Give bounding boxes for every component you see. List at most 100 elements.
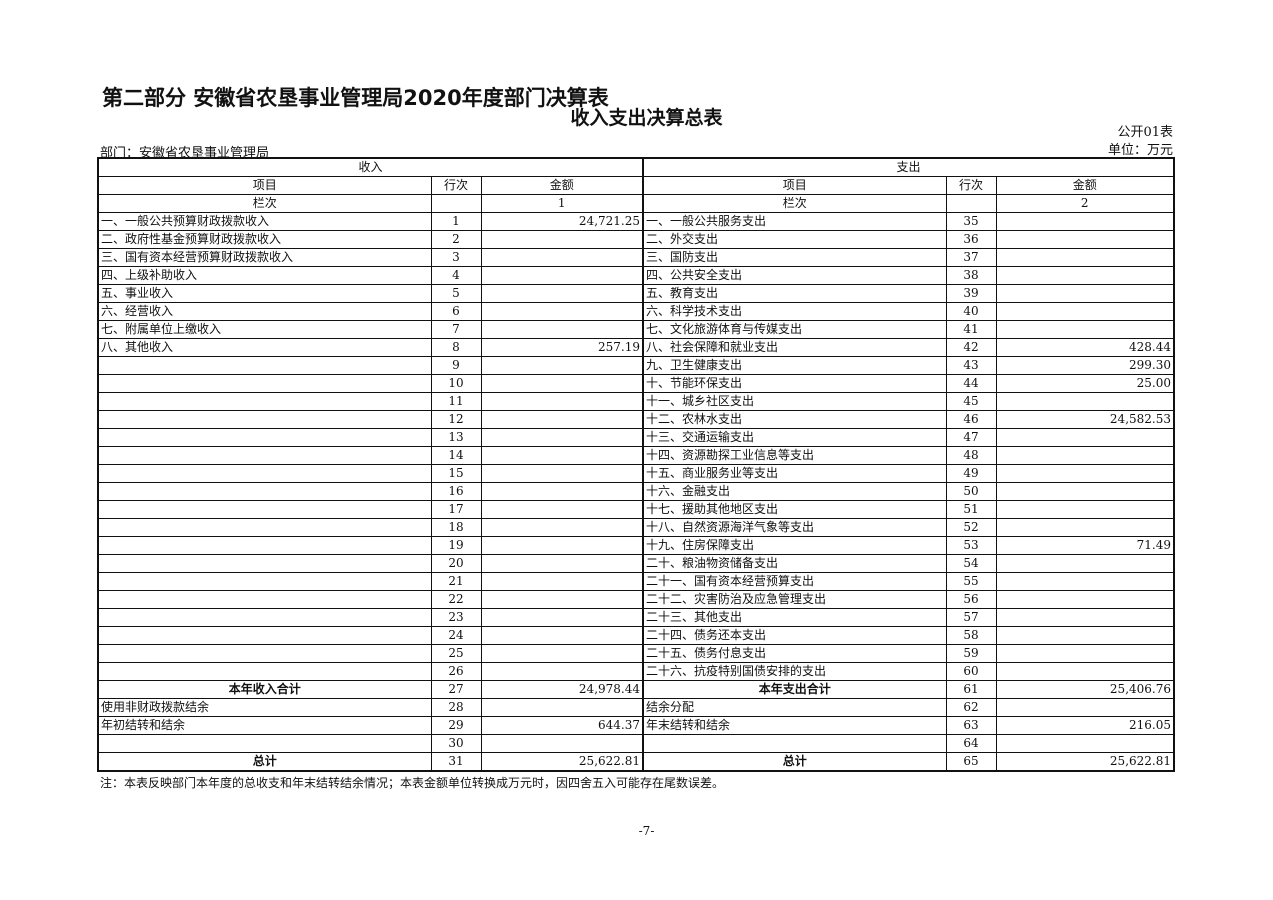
expense-item-cell: 十八、自然资源海洋气象等支出 bbox=[642, 518, 947, 537]
expense-amount-cell bbox=[995, 572, 1175, 591]
income-col-number: 1 bbox=[480, 194, 644, 213]
expense-col-index-label: 栏次 bbox=[642, 194, 947, 213]
income-line-cell: 17 bbox=[430, 500, 482, 519]
income-amount-cell bbox=[480, 554, 644, 573]
table-row: 21 二十一、国有资本经营预算支出 55 bbox=[97, 572, 1175, 591]
income-header: 收入 bbox=[97, 157, 644, 177]
expense-line-cell: 51 bbox=[945, 500, 997, 519]
income-item-cell bbox=[97, 644, 432, 663]
expense-amount-cell bbox=[995, 500, 1175, 519]
table-row: 三、国有资本经营预算财政拨款收入 3 三、国防支出 37 bbox=[97, 248, 1175, 267]
expense-line-cell: 39 bbox=[945, 284, 997, 303]
expense-amount-cell bbox=[995, 212, 1175, 231]
income-amount-cell bbox=[480, 428, 644, 447]
income-item-cell bbox=[97, 572, 432, 591]
income-col-index-blank bbox=[430, 194, 482, 213]
income-amount-cell bbox=[480, 482, 644, 501]
expense-line-cell: 43 bbox=[945, 356, 997, 375]
expense-item-cell: 五、教育支出 bbox=[642, 284, 947, 303]
table-row: 四、上级补助收入 4 四、公共安全支出 38 bbox=[97, 266, 1175, 285]
income-item-cell bbox=[97, 662, 432, 681]
income-amount-cell: 257.19 bbox=[480, 338, 644, 357]
income-item-cell: 七、附属单位上缴收入 bbox=[97, 320, 432, 339]
expense-item-cell: 二十五、债务付息支出 bbox=[642, 644, 947, 663]
expense-item-cell: 二、外交支出 bbox=[642, 230, 947, 249]
income-amount-cell bbox=[480, 536, 644, 555]
table-row: 26 二十六、抗疫特别国债安排的支出 60 bbox=[97, 662, 1175, 681]
expense-amount-cell bbox=[995, 554, 1175, 573]
expense-item-cell: 二十四、债务还本支出 bbox=[642, 626, 947, 645]
footnote: 注：本表反映部门本年度的总收支和年末结转结余情况；本表金额单位转换成万元时，因四… bbox=[100, 776, 725, 790]
expense-amount-cell: 25,622.81 bbox=[995, 752, 1175, 772]
expense-item-cell: 七、文化旅游体育与传媒支出 bbox=[642, 320, 947, 339]
page-number: -7- bbox=[638, 824, 655, 838]
income-item-cell: 一、一般公共预算财政拨款收入 bbox=[97, 212, 432, 231]
income-line-cell: 8 bbox=[430, 338, 482, 357]
income-item-cell: 本年收入合计 bbox=[97, 680, 432, 699]
table-row: 9 九、卫生健康支出 43 299.30 bbox=[97, 356, 1175, 375]
table-row: 30 64 bbox=[97, 734, 1175, 753]
expense-line-cell: 62 bbox=[945, 698, 997, 717]
expense-amount-cell bbox=[995, 698, 1175, 717]
expense-item-cell: 十、节能环保支出 bbox=[642, 374, 947, 393]
expense-line-cell: 36 bbox=[945, 230, 997, 249]
expense-item-cell: 八、社会保障和就业支出 bbox=[642, 338, 947, 357]
income-amount-cell bbox=[480, 266, 644, 285]
income-item-cell bbox=[97, 554, 432, 573]
income-item-cell bbox=[97, 446, 432, 465]
expense-item-cell bbox=[642, 734, 947, 753]
income-item-cell bbox=[97, 464, 432, 483]
expense-line-cell: 42 bbox=[945, 338, 997, 357]
expense-amount-cell bbox=[995, 482, 1175, 501]
expense-line-cell: 60 bbox=[945, 662, 997, 681]
income-amount-cell bbox=[480, 644, 644, 663]
expense-amount-cell bbox=[995, 626, 1175, 645]
income-line-cell: 26 bbox=[430, 662, 482, 681]
expense-item-cell: 二十三、其他支出 bbox=[642, 608, 947, 627]
table-row: 本年收入合计 27 24,978.44 本年支出合计 61 25,406.76 bbox=[97, 680, 1175, 699]
income-line-cell: 11 bbox=[430, 392, 482, 411]
income-line-cell: 9 bbox=[430, 356, 482, 375]
income-amount-cell bbox=[480, 356, 644, 375]
table-row: 20 二十、粮油物资储备支出 54 bbox=[97, 554, 1175, 573]
expense-item-cell: 六、科学技术支出 bbox=[642, 302, 947, 321]
table-row: 五、事业收入 5 五、教育支出 39 bbox=[97, 284, 1175, 303]
income-item-header: 项目 bbox=[97, 176, 432, 195]
expense-amount-cell: 25,406.76 bbox=[995, 680, 1175, 699]
expense-amount-cell bbox=[995, 644, 1175, 663]
expense-amount-cell bbox=[995, 284, 1175, 303]
expense-line-cell: 40 bbox=[945, 302, 997, 321]
form-number: 公开01表 bbox=[1117, 125, 1173, 140]
expense-amount-cell bbox=[995, 266, 1175, 285]
income-amount-cell bbox=[480, 626, 644, 645]
expense-item-cell: 四、公共安全支出 bbox=[642, 266, 947, 285]
expense-line-cell: 59 bbox=[945, 644, 997, 663]
income-amount-header: 金额 bbox=[480, 176, 644, 195]
table-row: 10 十、节能环保支出 44 25.00 bbox=[97, 374, 1175, 393]
unit-label: 单位：万元 bbox=[1107, 143, 1173, 158]
income-line-cell: 4 bbox=[430, 266, 482, 285]
expense-item-cell: 九、卫生健康支出 bbox=[642, 356, 947, 375]
table-row: 18 十八、自然资源海洋气象等支出 52 bbox=[97, 518, 1175, 537]
expense-amount-cell: 25.00 bbox=[995, 374, 1175, 393]
income-item-cell: 年初结转和结余 bbox=[97, 716, 432, 735]
income-amount-cell bbox=[480, 698, 644, 717]
table-row: 23 二十三、其他支出 57 bbox=[97, 608, 1175, 627]
income-line-cell: 13 bbox=[430, 428, 482, 447]
expense-line-cell: 54 bbox=[945, 554, 997, 573]
income-item-cell: 使用非财政拨款结余 bbox=[97, 698, 432, 717]
income-item-cell: 四、上级补助收入 bbox=[97, 266, 432, 285]
expense-line-cell: 55 bbox=[945, 572, 997, 591]
expense-line-cell: 63 bbox=[945, 716, 997, 735]
expense-item-cell: 十七、援助其他地区支出 bbox=[642, 500, 947, 519]
income-amount-cell bbox=[480, 572, 644, 591]
income-line-cell: 15 bbox=[430, 464, 482, 483]
expense-item-cell: 十三、交通运输支出 bbox=[642, 428, 947, 447]
income-line-cell: 5 bbox=[430, 284, 482, 303]
income-line-cell: 18 bbox=[430, 518, 482, 537]
expense-line-cell: 56 bbox=[945, 590, 997, 609]
income-item-cell bbox=[97, 608, 432, 627]
income-line-cell: 29 bbox=[430, 716, 482, 735]
expense-item-cell: 二十、粮油物资储备支出 bbox=[642, 554, 947, 573]
income-item-cell: 六、经营收入 bbox=[97, 302, 432, 321]
